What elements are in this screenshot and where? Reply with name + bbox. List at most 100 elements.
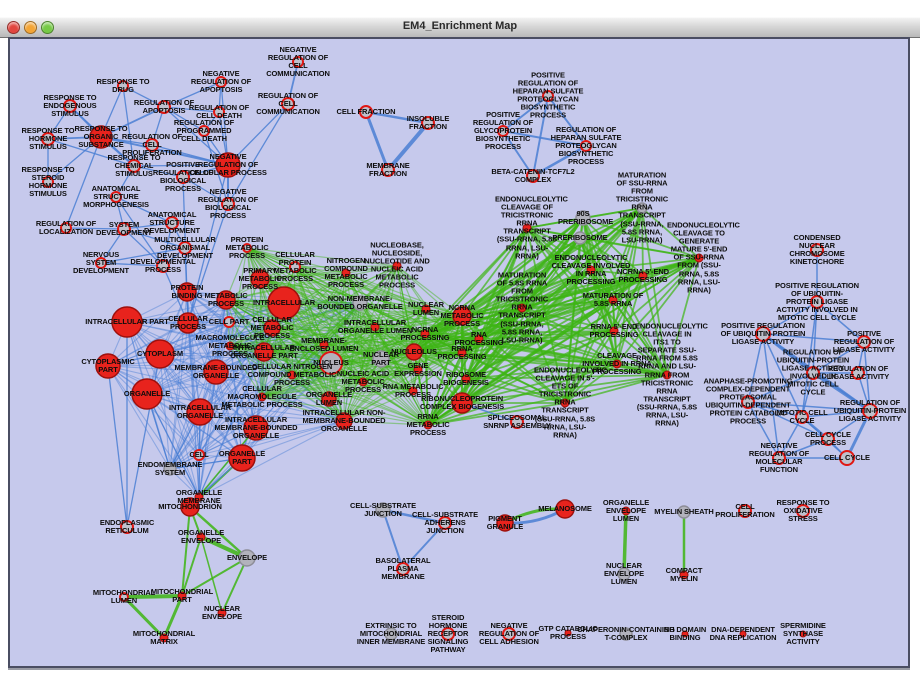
graph-node[interactable] (157, 100, 171, 114)
graph-node[interactable] (119, 592, 129, 602)
edge[interactable] (801, 410, 871, 418)
edge[interactable] (263, 351, 330, 400)
edge[interactable] (478, 338, 566, 404)
edge[interactable] (291, 374, 345, 422)
edge[interactable] (261, 326, 376, 398)
edge[interactable] (107, 365, 345, 422)
edge[interactable] (146, 302, 361, 395)
edge[interactable] (762, 333, 865, 343)
edge[interactable] (146, 321, 230, 395)
edge[interactable] (362, 333, 426, 383)
edge[interactable] (461, 237, 581, 317)
edge[interactable] (747, 401, 871, 412)
edge[interactable] (747, 372, 814, 403)
edge[interactable] (291, 374, 364, 383)
edge[interactable] (291, 351, 415, 376)
edge[interactable] (294, 266, 361, 304)
edge[interactable] (461, 307, 523, 317)
edge[interactable] (343, 352, 463, 422)
edge[interactable] (330, 272, 347, 364)
edge[interactable] (642, 275, 668, 376)
edge[interactable] (198, 351, 265, 456)
edge[interactable] (220, 81, 229, 166)
edge[interactable] (412, 390, 429, 426)
graph-node[interactable] (335, 412, 353, 430)
edge[interactable] (461, 275, 644, 354)
edge[interactable] (345, 272, 415, 353)
edge[interactable] (396, 265, 414, 392)
edge[interactable] (374, 326, 414, 392)
graph-node[interactable] (421, 304, 431, 314)
edge[interactable] (590, 257, 700, 271)
edge[interactable] (359, 302, 426, 335)
edge[interactable] (261, 272, 347, 398)
edge[interactable] (801, 372, 814, 418)
graph-node[interactable] (321, 391, 337, 407)
graph-node[interactable] (496, 514, 514, 532)
edge[interactable] (396, 265, 427, 310)
edge[interactable] (162, 222, 173, 267)
edge[interactable] (225, 299, 263, 398)
edge[interactable] (362, 351, 415, 383)
graph-node[interactable] (145, 339, 175, 369)
edge[interactable] (263, 302, 361, 353)
edge[interactable] (330, 362, 419, 371)
edge[interactable] (159, 353, 200, 498)
graph-node[interactable] (250, 269, 270, 289)
graph-node[interactable] (851, 366, 865, 380)
graph-node[interactable] (225, 341, 235, 351)
edge[interactable] (461, 315, 618, 365)
edge[interactable] (229, 326, 376, 347)
edge[interactable] (163, 81, 222, 108)
edge[interactable] (613, 207, 643, 332)
graph-node[interactable] (238, 549, 256, 567)
graph-node[interactable] (739, 630, 747, 638)
edge[interactable] (294, 266, 382, 360)
edge[interactable] (294, 266, 427, 310)
edge[interactable] (199, 411, 345, 422)
edge[interactable] (263, 333, 426, 353)
edge[interactable] (478, 330, 615, 340)
edge[interactable] (461, 257, 700, 317)
edge[interactable] (382, 509, 404, 570)
graph-node[interactable] (341, 268, 351, 278)
edge[interactable] (374, 265, 398, 328)
edge[interactable] (225, 299, 426, 335)
edge[interactable] (328, 302, 361, 400)
graph-node[interactable] (358, 377, 368, 387)
edge[interactable] (126, 321, 257, 429)
edge[interactable] (666, 257, 700, 376)
edge[interactable] (263, 272, 347, 353)
edge[interactable] (126, 321, 200, 456)
edge[interactable] (294, 266, 345, 422)
edge[interactable] (323, 272, 347, 346)
edge[interactable] (359, 302, 415, 353)
edge[interactable] (263, 338, 480, 353)
graph-node[interactable] (111, 306, 143, 338)
edge[interactable] (330, 362, 429, 426)
edge[interactable] (123, 594, 183, 599)
edge[interactable] (413, 330, 615, 353)
edge[interactable] (461, 374, 668, 404)
graph-node[interactable] (772, 451, 786, 465)
edge[interactable] (246, 247, 376, 328)
graph-node[interactable] (796, 504, 810, 518)
edge[interactable] (259, 278, 265, 353)
graph-node[interactable] (857, 335, 871, 349)
graph-node[interactable] (421, 116, 435, 130)
edge[interactable] (345, 272, 414, 392)
graph-node[interactable] (95, 353, 121, 379)
graph-node[interactable] (287, 370, 297, 380)
edge[interactable] (345, 272, 463, 317)
edge[interactable] (330, 265, 398, 364)
edge[interactable] (241, 420, 345, 459)
graph-node[interactable] (194, 492, 204, 502)
graph-node[interactable] (502, 627, 516, 641)
graph-node[interactable] (375, 502, 391, 518)
edge[interactable] (263, 326, 376, 353)
edge[interactable] (126, 302, 361, 323)
edge[interactable] (345, 272, 427, 310)
edge[interactable] (291, 374, 414, 392)
graph-node[interactable] (177, 591, 187, 601)
edge[interactable] (200, 536, 223, 614)
